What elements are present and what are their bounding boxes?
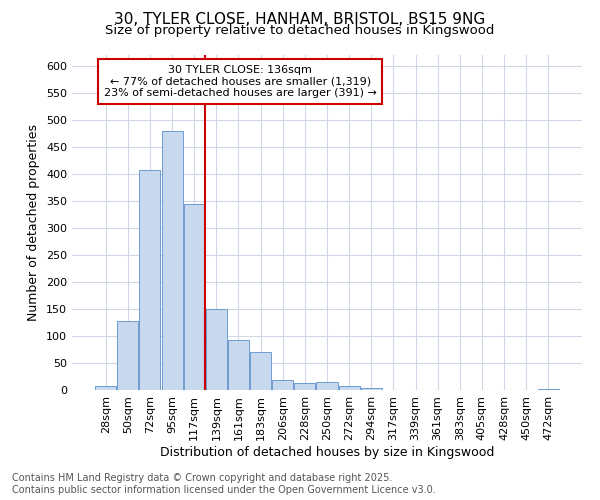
Bar bbox=[538, 389, 559, 390]
Text: Contains HM Land Registry data © Crown copyright and database right 2025.
Contai: Contains HM Land Registry data © Crown c… bbox=[12, 474, 436, 495]
Bar bbox=[118, 321, 139, 390]
Bar bbox=[295, 383, 316, 390]
Bar bbox=[338, 386, 359, 390]
Bar bbox=[361, 388, 382, 390]
Bar bbox=[250, 352, 271, 390]
Text: 30 TYLER CLOSE: 136sqm
← 77% of detached houses are smaller (1,319)
23% of semi-: 30 TYLER CLOSE: 136sqm ← 77% of detached… bbox=[104, 65, 377, 98]
Text: 30, TYLER CLOSE, HANHAM, BRISTOL, BS15 9NG: 30, TYLER CLOSE, HANHAM, BRISTOL, BS15 9… bbox=[115, 12, 485, 28]
Bar bbox=[316, 382, 338, 390]
Text: Size of property relative to detached houses in Kingswood: Size of property relative to detached ho… bbox=[106, 24, 494, 37]
Bar bbox=[161, 130, 182, 390]
Y-axis label: Number of detached properties: Number of detached properties bbox=[28, 124, 40, 321]
Bar bbox=[272, 380, 293, 390]
Bar bbox=[184, 204, 205, 390]
Bar bbox=[206, 309, 227, 390]
Bar bbox=[139, 170, 160, 390]
Bar bbox=[95, 386, 116, 390]
Bar bbox=[228, 340, 249, 390]
X-axis label: Distribution of detached houses by size in Kingswood: Distribution of detached houses by size … bbox=[160, 446, 494, 458]
